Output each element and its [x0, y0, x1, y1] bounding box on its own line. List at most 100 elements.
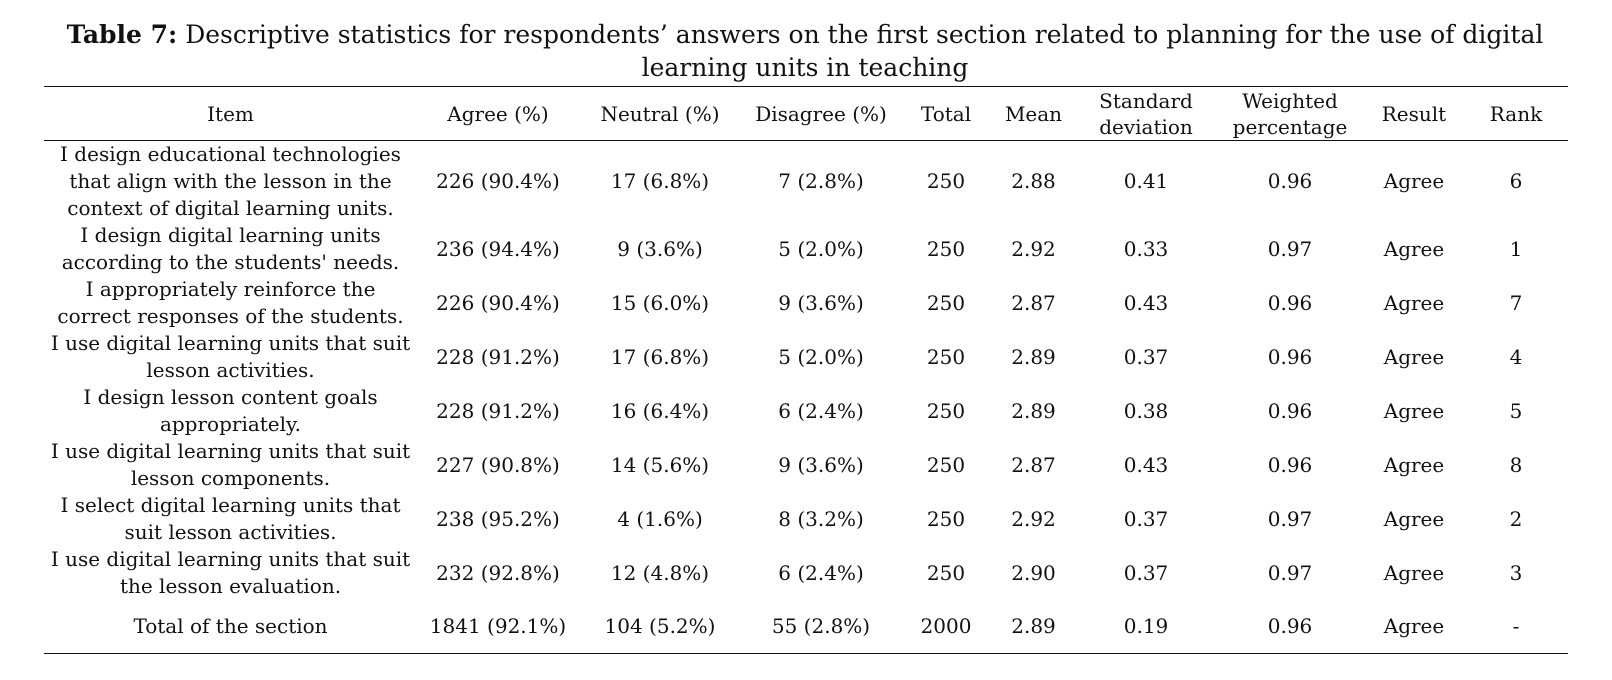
cell-agree: 236 (94.4%) [436, 236, 560, 261]
cell-result: Agree [1383, 560, 1445, 585]
table-caption: Table 7: Descriptive statistics for resp… [40, 18, 1570, 84]
table-row: I design educational technologies that a… [44, 141, 1568, 223]
cell-rank: 7 [1509, 290, 1523, 315]
cell-neutral: 4 (1.6%) [617, 506, 703, 531]
cell-rank: - [1512, 614, 1520, 638]
cell-total: 250 [926, 560, 966, 585]
table-row: I use digital learning units that suit t… [44, 546, 1568, 600]
header-row: Item Agree (%) Neutral (%) Disagree (%) … [44, 86, 1568, 141]
cell-disagree: 7 (2.8%) [778, 169, 864, 193]
cell-weighted-percentage: 0.96 [1267, 290, 1313, 315]
cell-standard-deviation: 0.37 [1123, 560, 1169, 585]
cell-disagree: 55 (2.8%) [771, 614, 871, 638]
table-row: I use digital learning units that suit l… [44, 438, 1568, 492]
cell-weighted-percentage: 0.96 [1267, 344, 1313, 369]
cell-agree: 227 (90.8%) [436, 452, 560, 477]
header-agree: Agree (%) [447, 101, 549, 126]
cell-neutral: 17 (6.8%) [610, 169, 710, 193]
cell-result: Agree [1383, 290, 1445, 315]
cell-rank: 8 [1509, 452, 1523, 477]
cell-disagree: 9 (3.6%) [778, 452, 864, 477]
cell-neutral: 15 (6.0%) [610, 290, 710, 315]
cell-agree: 226 (90.4%) [436, 290, 560, 315]
cell-mean: 2.89 [1011, 344, 1056, 369]
cell-mean: 2.90 [1011, 560, 1056, 585]
cell-neutral: 9 (3.6%) [617, 236, 703, 261]
cell-total: 250 [926, 169, 966, 193]
cell-neutral: 17 (6.8%) [610, 344, 710, 369]
table-row: I select digital learning units that sui… [44, 492, 1568, 546]
cell-weighted-percentage: 0.97 [1267, 506, 1313, 531]
header-disagree: Disagree (%) [755, 101, 887, 126]
cell-result: Agree [1383, 452, 1445, 477]
statistics-table: Item Agree (%) Neutral (%) Disagree (%) … [44, 86, 1568, 654]
cell-neutral: 12 (4.8%) [610, 560, 710, 585]
cell-disagree: 5 (2.0%) [778, 344, 864, 369]
cell-disagree: 9 (3.6%) [778, 290, 864, 315]
cell-standard-deviation: 0.43 [1123, 452, 1169, 477]
table-row: I design lesson content goals appropriat… [44, 384, 1568, 438]
cell-mean: 2.87 [1011, 290, 1056, 315]
cell-standard-deviation: 0.33 [1123, 236, 1169, 261]
cell-item: I use digital learning units that suit l… [50, 331, 411, 382]
cell-result: Agree [1383, 169, 1445, 193]
cell-result: Agree [1383, 236, 1445, 261]
cell-disagree: 8 (3.2%) [778, 506, 864, 531]
cell-rank: 6 [1509, 169, 1523, 193]
cell-item: I use digital learning units that suit l… [50, 439, 411, 490]
cell-neutral: 14 (5.6%) [610, 452, 710, 477]
cell-result: Agree [1383, 344, 1445, 369]
cell-standard-deviation: 0.38 [1123, 398, 1169, 423]
cell-result: Agree [1383, 398, 1445, 423]
cell-weighted-percentage: 0.96 [1267, 169, 1313, 193]
cell-total: 250 [926, 452, 966, 477]
cell-mean: 2.89 [1011, 614, 1056, 638]
table-row: I appropriately reinforce the correct re… [44, 276, 1568, 330]
header-total: Total [920, 101, 972, 126]
cell-standard-deviation: 0.43 [1123, 290, 1169, 315]
cell-standard-deviation: 0.41 [1123, 169, 1169, 193]
table-row: I use digital learning units that suit l… [44, 330, 1568, 384]
table-header: Item Agree (%) Neutral (%) Disagree (%) … [44, 86, 1568, 141]
cell-rank: 4 [1509, 344, 1523, 369]
header-item: Item [207, 101, 254, 126]
cell-weighted-percentage: 0.96 [1267, 398, 1313, 423]
cell-standard-deviation: 0.37 [1123, 506, 1169, 531]
cell-mean: 2.92 [1011, 236, 1056, 261]
cell-agree: 226 (90.4%) [436, 169, 560, 193]
cell-weighted-percentage: 0.97 [1267, 560, 1313, 585]
cell-total: 250 [926, 344, 966, 369]
cell-item: I use digital learning units that suit t… [50, 547, 411, 598]
cell-item: Total of the section [133, 614, 328, 638]
cell-item: I design educational technologies that a… [60, 142, 401, 220]
cell-item: I design digital learning units accordin… [61, 223, 400, 274]
cell-rank: 3 [1509, 560, 1523, 585]
cell-neutral: 16 (6.4%) [610, 398, 710, 423]
cell-agree: 232 (92.8%) [436, 560, 560, 585]
cell-total: 2000 [920, 614, 972, 638]
cell-mean: 2.92 [1011, 506, 1056, 531]
cell-standard-deviation: 0.19 [1123, 614, 1169, 638]
cell-total: 250 [926, 506, 966, 531]
header-rank: Rank [1489, 101, 1543, 126]
table-caption-text: Descriptive statistics for respondents’ … [185, 20, 1544, 82]
header-standard-deviation: Standard deviation [1099, 88, 1193, 139]
cell-mean: 2.87 [1011, 452, 1056, 477]
cell-item: I design lesson content goals appropriat… [83, 385, 378, 436]
statistics-table-wrapper: Item Agree (%) Neutral (%) Disagree (%) … [44, 86, 1568, 654]
cell-total: 250 [926, 236, 966, 261]
cell-mean: 2.88 [1011, 169, 1056, 193]
cell-rank: 1 [1509, 236, 1523, 261]
cell-standard-deviation: 0.37 [1123, 344, 1169, 369]
cell-result: Agree [1383, 506, 1445, 531]
cell-total: 250 [926, 398, 966, 423]
cell-agree: 228 (91.2%) [436, 398, 560, 423]
table-label: Table 7: [66, 20, 178, 49]
cell-result: Agree [1383, 614, 1445, 638]
cell-rank: 2 [1509, 506, 1523, 531]
table-row: I design digital learning units accordin… [44, 222, 1568, 276]
cell-weighted-percentage: 0.97 [1267, 236, 1313, 261]
cell-weighted-percentage: 0.96 [1267, 614, 1313, 638]
cell-disagree: 5 (2.0%) [778, 236, 864, 261]
cell-total: 250 [926, 290, 966, 315]
